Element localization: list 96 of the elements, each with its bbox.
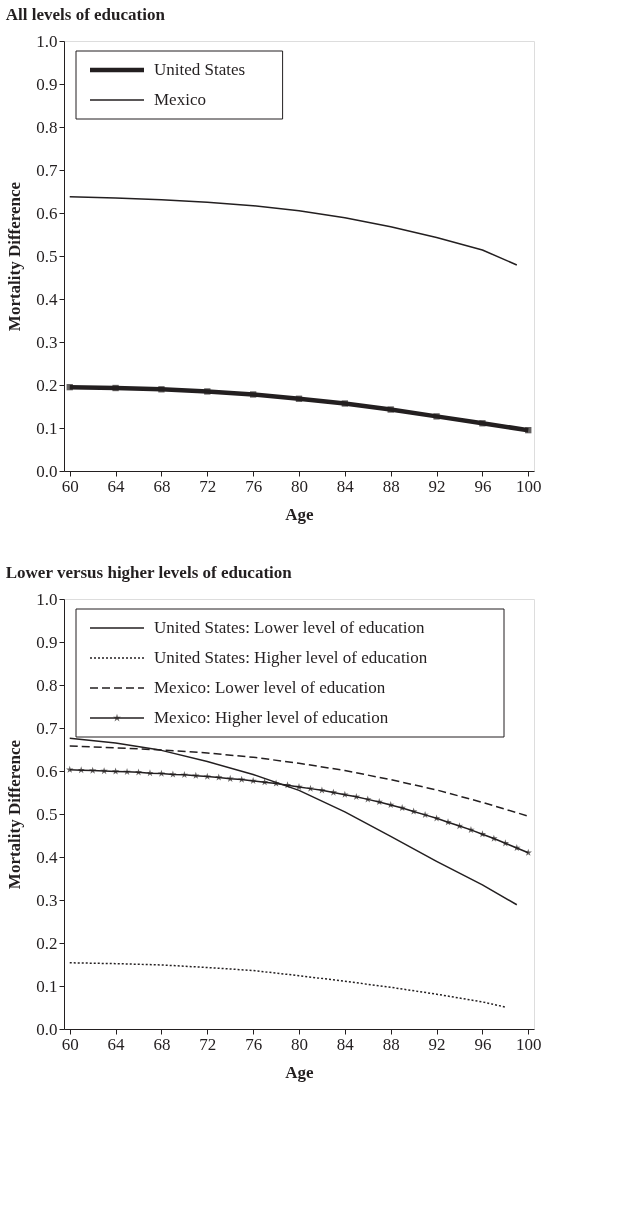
y-tick-label: 0.4 xyxy=(36,847,58,867)
line-series xyxy=(68,962,507,1008)
x-tick-label: 92 xyxy=(428,476,446,496)
point xyxy=(272,779,280,787)
x-tick-label: 88 xyxy=(382,1034,400,1054)
x-tick-label: 72 xyxy=(199,1034,217,1054)
point xyxy=(100,767,108,775)
y-tick-label: 0.2 xyxy=(36,375,58,395)
x-tick-label: 64 xyxy=(107,476,126,496)
x-tick-label: 100 xyxy=(516,1034,542,1054)
y-tick-label: 0.3 xyxy=(36,890,58,910)
y-axis-title: Mortality Difference xyxy=(5,181,25,332)
x-tick-label: 92 xyxy=(428,1034,446,1054)
legend-label: Mexico: Higher level of education xyxy=(154,708,389,727)
point xyxy=(341,790,349,798)
x-tick-label: 80 xyxy=(291,1034,308,1054)
point xyxy=(158,386,165,393)
y-tick-label: 0.5 xyxy=(36,804,58,824)
y-axis-title: Mortality Difference xyxy=(5,739,25,890)
point xyxy=(249,777,257,785)
point xyxy=(444,818,452,826)
point xyxy=(77,766,85,774)
legend-label: United States: Higher level of education xyxy=(154,648,428,667)
x-tick-label: 88 xyxy=(382,476,400,496)
point xyxy=(295,395,303,402)
y-tick-label: 0.6 xyxy=(36,761,58,781)
x-tick-label: 100 xyxy=(516,476,542,496)
y-tick-label: 1.0 xyxy=(36,31,58,51)
point xyxy=(146,769,154,777)
point xyxy=(306,784,315,792)
point xyxy=(134,768,143,776)
x-tick-label: 96 xyxy=(474,476,492,496)
point xyxy=(387,406,394,413)
point xyxy=(66,383,73,391)
x-tick-label: 64 xyxy=(107,1034,126,1054)
point xyxy=(203,772,211,780)
y-tick-label: 0.0 xyxy=(36,461,58,481)
point xyxy=(525,426,532,434)
point xyxy=(467,826,475,834)
y-tick-label: 0.8 xyxy=(36,117,58,137)
y-tick-label: 0.0 xyxy=(36,1019,58,1039)
y-tick-label: 0.9 xyxy=(36,632,58,652)
y-tick-label: 0.8 xyxy=(36,675,58,695)
point xyxy=(169,770,177,778)
legend-label: Mexico xyxy=(154,90,206,109)
y-tick-label: 0.1 xyxy=(36,418,58,438)
chart-title: All levels of education xyxy=(5,5,166,24)
point xyxy=(490,834,498,842)
x-tick-label: 68 xyxy=(153,1034,171,1054)
x-tick-label: 84 xyxy=(336,476,355,496)
point xyxy=(501,839,510,847)
x-tick-label: 60 xyxy=(61,476,79,496)
chart-title: Lower versus higher levels of education xyxy=(5,563,293,582)
y-tick-label: 0.7 xyxy=(36,160,58,180)
point xyxy=(375,798,383,806)
point xyxy=(513,844,521,852)
y-tick-label: 0.9 xyxy=(36,74,58,94)
point xyxy=(455,822,464,830)
y-tick-label: 0.6 xyxy=(36,203,58,223)
legend-label: United States xyxy=(154,60,246,79)
y-tick-label: 0.3 xyxy=(36,332,58,352)
point xyxy=(215,773,223,781)
point xyxy=(364,795,372,803)
y-tick-label: 0.5 xyxy=(36,246,58,266)
x-tick-label: 72 xyxy=(199,476,217,496)
point xyxy=(329,788,338,796)
x-tick-label: 80 xyxy=(291,476,308,496)
x-tick-label: 76 xyxy=(245,476,263,496)
y-tick-label: 0.2 xyxy=(36,933,58,953)
point xyxy=(524,848,532,856)
y-tick-label: 0.7 xyxy=(36,718,58,738)
point xyxy=(112,384,119,392)
x-axis-title: Age xyxy=(285,1062,315,1082)
point xyxy=(249,391,257,398)
x-tick-label: 68 xyxy=(153,476,171,496)
x-axis-title: Age xyxy=(285,504,315,524)
line-series xyxy=(68,195,518,266)
legend-label: Mexico: Lower level of education xyxy=(154,678,386,697)
point xyxy=(341,400,349,407)
x-tick-label: 84 xyxy=(336,1034,355,1054)
point xyxy=(318,786,326,794)
point xyxy=(111,767,120,775)
point xyxy=(238,775,246,783)
x-tick-label: 96 xyxy=(474,1034,492,1054)
y-tick-label: 1.0 xyxy=(36,589,58,609)
point xyxy=(157,769,166,777)
x-tick-label: 76 xyxy=(245,1034,263,1054)
y-tick-label: 0.1 xyxy=(36,976,58,996)
legend-label: United States: Lower level of education xyxy=(154,618,425,637)
point xyxy=(88,766,97,774)
x-tick-label: 60 xyxy=(61,1034,79,1054)
point xyxy=(479,420,486,427)
y-tick-label: 0.4 xyxy=(36,289,58,309)
point xyxy=(398,804,406,812)
point xyxy=(433,413,440,420)
point xyxy=(204,388,211,395)
